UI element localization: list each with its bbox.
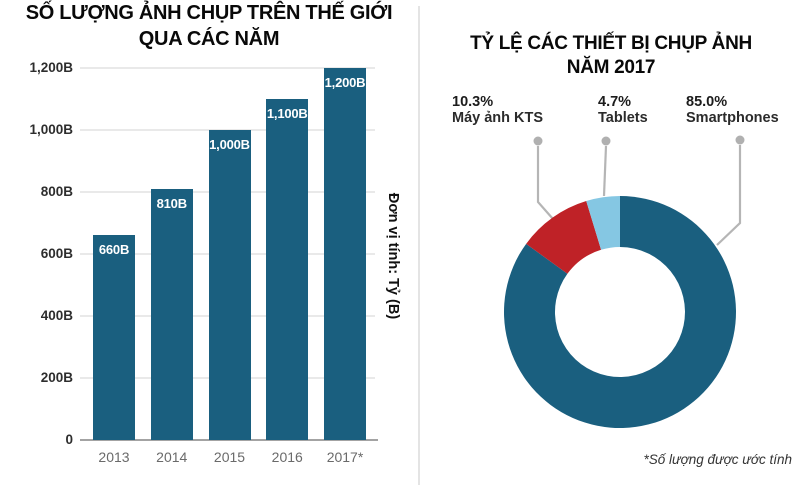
donut-slices bbox=[503, 196, 736, 428]
panel-divider bbox=[418, 6, 420, 485]
estimate-footnote: *Số lượng được ước tính bbox=[643, 452, 792, 467]
bar-value-label: 1,200B bbox=[324, 75, 366, 90]
bar-chart-title-line1: SỐ LƯỢNG ẢNH CHỤP TRÊN THẾ GIỚI bbox=[25, 2, 393, 24]
leader-dots bbox=[533, 135, 745, 146]
leader-lines bbox=[536, 145, 742, 246]
donut-slice-m-y-nh-kts bbox=[526, 201, 602, 274]
y-axis-tick-label: 600B bbox=[40, 246, 73, 261]
digital-camera-percent: 10.3% bbox=[452, 94, 494, 110]
x-axis-tick-label: 2015 bbox=[213, 449, 246, 465]
leader-line-tablets bbox=[602, 145, 608, 197]
bar-2017*: 1,200B bbox=[324, 68, 366, 440]
bar-value-label: 1,000B bbox=[209, 137, 250, 152]
bar-chart-plot-area: 0 200B 400B 600B 800B 1,000B 1,200B 660B 2013 810… bbox=[29, 60, 378, 465]
bar-value-label: 810B bbox=[156, 195, 187, 211]
y-axis-tick-label: 400B bbox=[40, 308, 73, 323]
bar-2015: 1,000B bbox=[208, 130, 251, 440]
leader-dot-digital-camera bbox=[533, 136, 543, 146]
smartphones-label: Smartphones bbox=[686, 110, 779, 126]
x-axis-tick-label: 2014 bbox=[156, 449, 188, 465]
y-axis-tick-label: 0 bbox=[65, 432, 73, 447]
bar-chart-title: SỐ LƯỢNG ẢNH CHỤP TRÊN THẾ GIỚI QUA CÁC … bbox=[0, 0, 418, 52]
bar-value-label: 660B bbox=[98, 242, 130, 258]
donut-chart-title: TỶ LỆ CÁC THIẾT BỊ CHỤP ẢNH NĂM 2017 bbox=[430, 32, 792, 80]
x-axis-tick-label: 2013 bbox=[98, 449, 130, 465]
x-axis-baseline bbox=[80, 439, 378, 441]
donut-chart-title-line2: NĂM 2017 bbox=[566, 57, 656, 78]
bar-value-label: 1,100B bbox=[266, 106, 308, 121]
bar-2013: 660B bbox=[93, 235, 135, 440]
x-axis-tick-label: 2016 bbox=[271, 449, 303, 465]
digital-camera-label: Máy ảnh KTS bbox=[452, 110, 544, 126]
bar-chart-unit-label: Đơn vị tính: Tỷ (B) bbox=[385, 192, 401, 320]
y-axis-tick-label: 800B bbox=[40, 184, 73, 199]
tablets-label: Tablets bbox=[598, 110, 648, 126]
leader-dot-tablets bbox=[601, 136, 611, 146]
donut-slice-tablets bbox=[586, 196, 620, 250]
y-axis-tick-label: 1,000B bbox=[29, 122, 73, 137]
bar-chart-title-line2: QUA CÁC NĂM bbox=[138, 28, 280, 50]
callout-tablets: 4.7% Tablets bbox=[598, 94, 648, 126]
bar-2014: 810B bbox=[150, 188, 193, 440]
tablets-percent: 4.7% bbox=[598, 94, 632, 110]
y-axis-tick-label: 1,200B bbox=[29, 60, 73, 75]
leader-line-digital-camera bbox=[536, 146, 554, 220]
donut-chart-title-line1: TỶ LỆ CÁC THIẾT BỊ CHỤP ẢNH bbox=[470, 33, 752, 54]
donut-slice-smartphones bbox=[503, 196, 736, 428]
gridline bbox=[80, 67, 375, 69]
bar-2016: 1,100B bbox=[266, 99, 309, 440]
leader-line-smartphones bbox=[716, 145, 742, 246]
leader-dot-smartphones bbox=[735, 135, 745, 145]
x-axis-tick-label: 2017* bbox=[326, 449, 364, 465]
callout-smartphones: 85.0% Smartphones bbox=[686, 94, 779, 126]
smartphones-percent: 85.0% bbox=[686, 94, 728, 110]
callout-digital-camera: 10.3% Máy ảnh KTS bbox=[452, 94, 543, 126]
y-axis-tick-label: 200B bbox=[40, 370, 73, 385]
